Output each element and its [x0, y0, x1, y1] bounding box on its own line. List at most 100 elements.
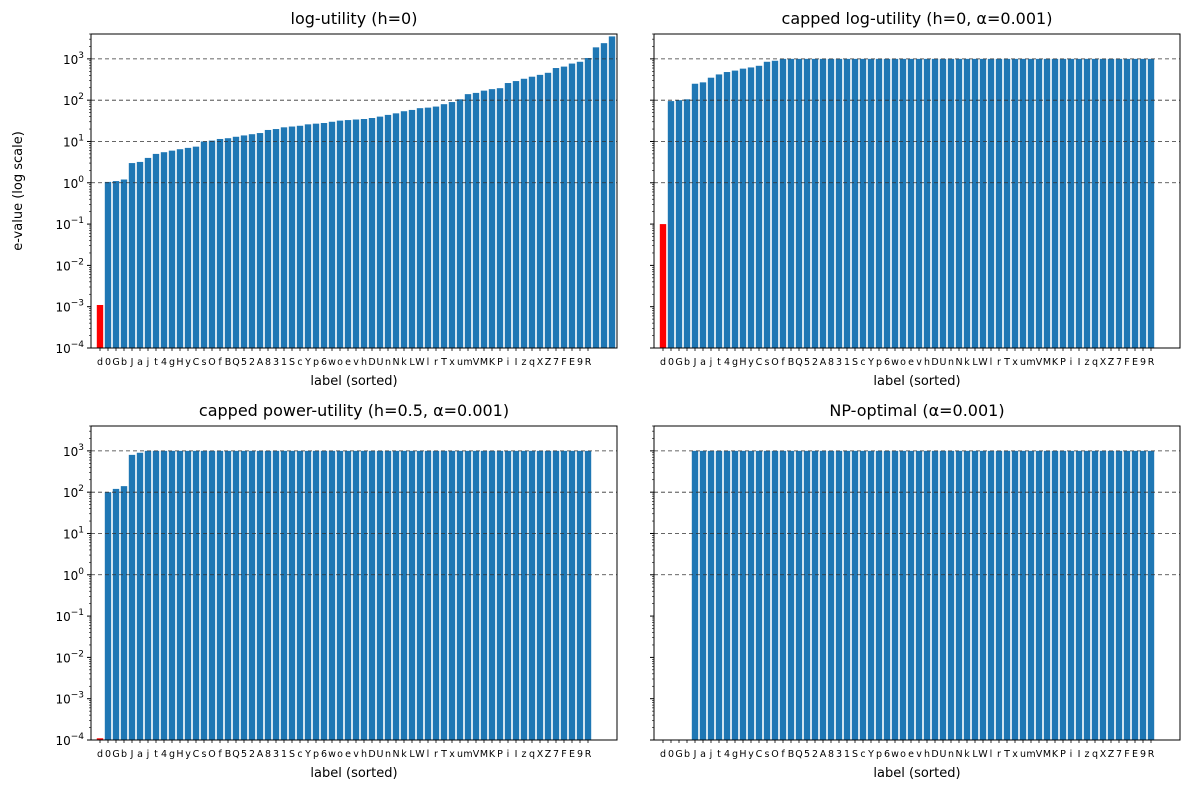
bar-l: [987, 450, 995, 740]
xtick-label: q: [1092, 749, 1098, 760]
bar-M: [480, 450, 488, 740]
bar-3: [835, 450, 843, 740]
bars: [691, 450, 1155, 740]
bar-8: [264, 450, 272, 740]
bar-L: [408, 450, 416, 740]
xtick-label: w: [328, 749, 336, 760]
xtick-label: c: [860, 357, 865, 368]
xtick-label: 7: [1116, 357, 1122, 368]
xtick-label: Y: [867, 357, 874, 368]
axes-frame: [653, 425, 1181, 741]
xtick-label: m: [463, 749, 472, 760]
xtick-label: w: [328, 357, 336, 368]
bars: [659, 58, 1155, 349]
xtick-label: 4: [161, 357, 167, 368]
bar-y: [184, 450, 192, 740]
xtick-label: J: [130, 749, 134, 760]
xtick-label: t: [717, 357, 721, 368]
bar-n: [384, 114, 392, 349]
bar-q: [528, 76, 536, 348]
xtick-label: I: [515, 749, 518, 760]
ytick-label: 101: [63, 133, 84, 149]
bar-9: [576, 61, 584, 348]
xtick-label: q: [529, 749, 535, 760]
bar-O: [208, 450, 216, 740]
bar-T: [1003, 58, 1011, 349]
bar-Z: [1107, 58, 1115, 349]
bar-S: [851, 58, 859, 349]
xtick-label: j: [146, 749, 150, 760]
xtick-label: I: [1078, 357, 1081, 368]
bar-2: [811, 450, 819, 740]
bar-J: [691, 450, 699, 740]
xtick-label: 8: [828, 749, 834, 760]
ytick-label: 10−1: [55, 216, 84, 232]
bar-3: [272, 129, 280, 348]
bar-T: [440, 104, 448, 349]
bar-A: [819, 58, 827, 349]
bar-G: [675, 100, 683, 348]
xtick-label: Y: [304, 749, 311, 760]
xtick-label: j: [146, 357, 150, 368]
xtick-label: J: [130, 357, 134, 368]
bar-G: [112, 488, 120, 740]
xtick-label: 1: [844, 357, 850, 368]
bar-S: [288, 450, 296, 740]
bar-V: [1035, 58, 1043, 349]
bar-y: [747, 67, 755, 348]
bar-c: [296, 450, 304, 740]
xtick-label: V: [1036, 749, 1043, 760]
bar-q: [1091, 58, 1099, 349]
xtick-label: r: [997, 357, 1001, 368]
bar-e: [344, 120, 352, 348]
bar-W: [416, 108, 424, 349]
xtick-label: b: [121, 749, 127, 760]
bar-w: [891, 450, 899, 740]
xtick-label: X: [537, 749, 544, 760]
ytick-label: 10−2: [55, 649, 84, 665]
xtick-label: M: [1043, 357, 1051, 368]
bar-5: [240, 450, 248, 740]
xtick-label: T: [440, 357, 447, 368]
xtick-label: v: [353, 357, 359, 368]
xtick-label: 6: [321, 357, 327, 368]
xtick-label: S: [852, 357, 858, 368]
xtick-label: H: [176, 749, 183, 760]
bar-Z: [544, 72, 552, 349]
bar-z: [1083, 450, 1091, 740]
bar-f: [779, 58, 787, 349]
xtick-label: 7: [1116, 749, 1122, 760]
bar-K: [488, 450, 496, 740]
ytick-label: 10−3: [55, 691, 84, 707]
bar-I: [1075, 450, 1083, 740]
xtick-label: 1: [281, 357, 287, 368]
bar-U: [376, 450, 384, 740]
xtick-label: h: [361, 357, 367, 368]
xtick-label: x: [449, 749, 455, 760]
xtick-label: k: [964, 749, 970, 760]
bar-4: [723, 72, 731, 348]
subplot-title: capped power-utility (h=0.5, α=0.001): [199, 401, 509, 420]
xtick-label: Q: [232, 357, 239, 368]
bar-D: [931, 58, 939, 349]
bar-C: [192, 146, 200, 348]
xtick-label: U: [940, 749, 947, 760]
bar-h: [923, 58, 931, 349]
xtick-label: o: [900, 749, 906, 760]
xtick-label: s: [765, 357, 770, 368]
bar-z: [520, 78, 528, 348]
bar-o: [899, 58, 907, 349]
xtick-label: f: [218, 357, 222, 368]
subplot-title: NP-optimal (α=0.001): [829, 401, 1004, 420]
bar-Q: [795, 58, 803, 349]
bar-T: [440, 450, 448, 740]
xtick-label: N: [955, 357, 962, 368]
bars: [96, 450, 592, 740]
xtick-label: r: [997, 749, 1001, 760]
xtick-label: Y: [304, 357, 311, 368]
xtick-label: d: [97, 357, 103, 368]
xtick-label: z: [1085, 749, 1090, 760]
bar-6: [883, 450, 891, 740]
